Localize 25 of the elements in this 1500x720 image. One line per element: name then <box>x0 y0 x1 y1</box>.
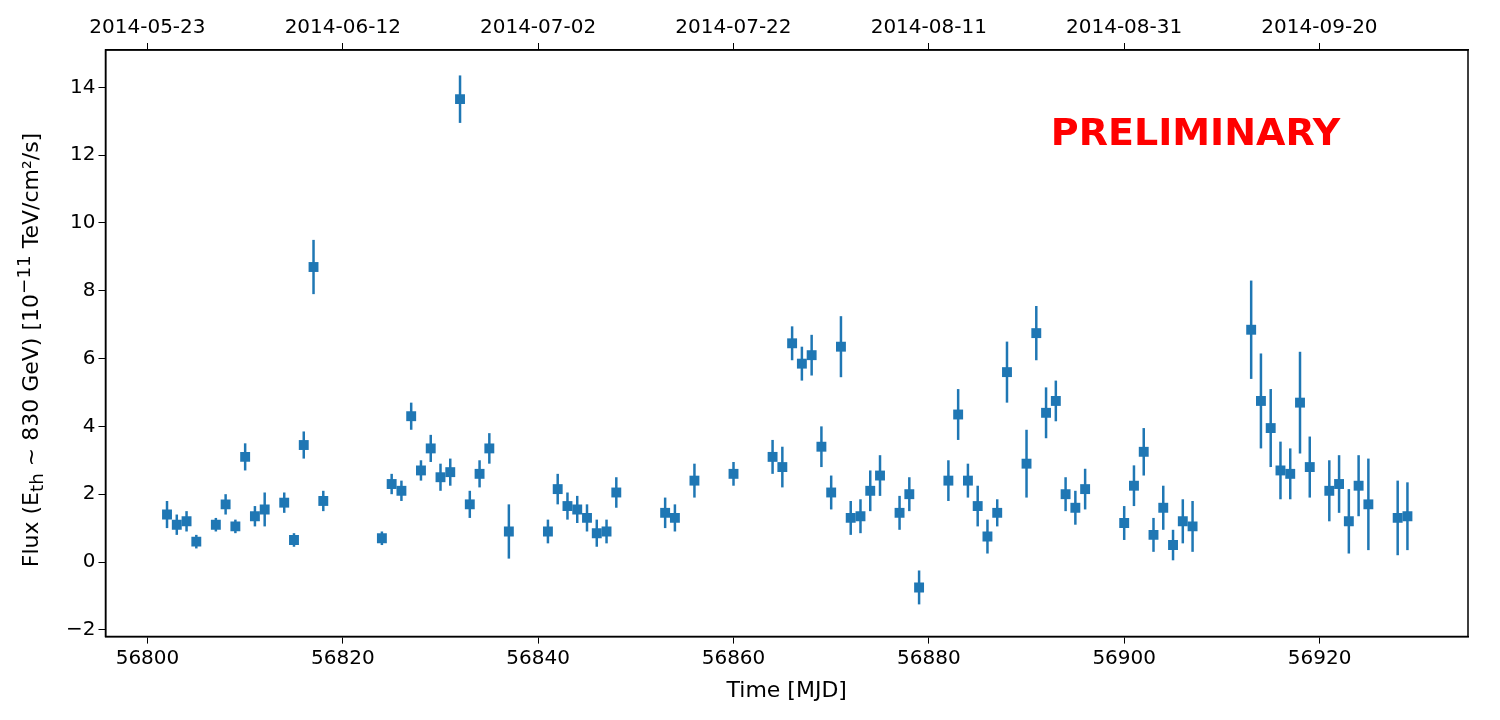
x2-tick-label: 2014-05-23 <box>89 14 206 39</box>
x2-tick-label: 2014-08-31 <box>1066 14 1183 39</box>
y-tick-label: 12 <box>70 141 96 166</box>
x-axis-title: Time [MJD] <box>725 676 847 702</box>
y-tick-label: 4 <box>82 412 96 437</box>
y-tick-label: 14 <box>70 73 96 98</box>
x-tick-label: 56800 <box>115 644 180 669</box>
y-tick-label: 6 <box>82 344 96 369</box>
y-tick-label: 8 <box>82 276 96 301</box>
x2-tick-label: 2014-07-02 <box>479 14 597 39</box>
annotation: PRELIMINARY <box>1050 109 1341 154</box>
x2-tick-label: 2014-08-11 <box>870 14 987 39</box>
x2-tick-label: 2014-09-20 <box>1261 14 1378 39</box>
y-tick-label: 10 <box>70 209 96 234</box>
x-tick-label: 56860 <box>701 644 766 669</box>
y-tick-label: 0 <box>82 548 96 573</box>
y-tick-label: 2 <box>82 480 96 505</box>
x-tick-label: 56900 <box>1092 644 1157 669</box>
x-tick-label: 56880 <box>897 644 961 669</box>
x-tick-label: 56840 <box>506 644 570 669</box>
x-tick-label: 56820 <box>311 644 375 669</box>
x-tick-label: 56920 <box>1287 644 1352 669</box>
x2-tick-label: 2014-07-22 <box>675 14 792 39</box>
y-tick-label: −2 <box>66 616 96 641</box>
x2-tick-label: 2014-06-12 <box>284 14 401 39</box>
